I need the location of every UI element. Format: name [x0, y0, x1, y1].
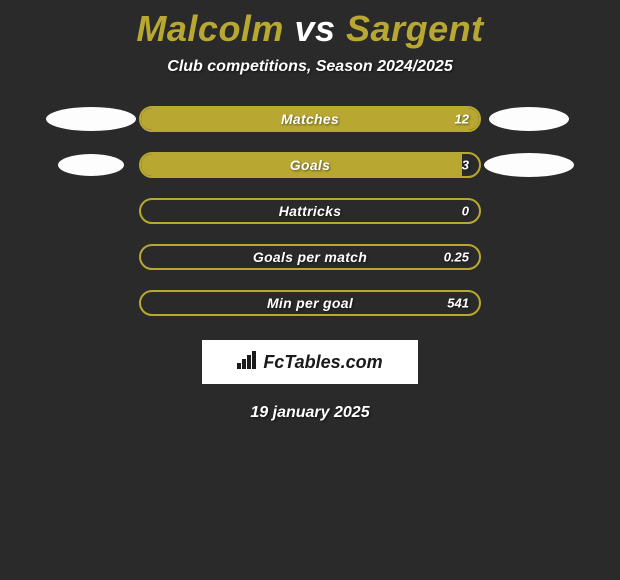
player-avatar-placeholder	[484, 153, 574, 177]
stat-bar: Min per goal 541	[139, 290, 481, 316]
player1-avatar-slot	[43, 107, 139, 131]
chart-icon	[237, 351, 259, 374]
player-avatar-placeholder	[489, 107, 569, 131]
stat-value: 3	[462, 158, 469, 173]
player-avatar-placeholder	[58, 154, 124, 176]
stat-bar: Matches 12	[139, 106, 481, 132]
stat-bar: Hattricks 0	[139, 198, 481, 224]
player1-name: Malcolm	[136, 8, 284, 49]
stat-bar: Goals per match 0.25	[139, 244, 481, 270]
logo-text: FcTables.com	[263, 352, 382, 373]
stat-value: 0	[462, 204, 469, 219]
snapshot-date: 19 january 2025	[0, 404, 620, 422]
vs-separator: vs	[294, 8, 335, 49]
player2-name: Sargent	[346, 8, 484, 49]
player-avatar-placeholder	[46, 107, 136, 131]
stat-row: Min per goal 541	[0, 290, 620, 316]
stat-label: Hattricks	[279, 203, 342, 219]
stat-value: 12	[455, 112, 469, 127]
comparison-title: Malcolm vs Sargent	[0, 0, 620, 50]
subtitle: Club competitions, Season 2024/2025	[0, 58, 620, 76]
stat-row: Hattricks 0	[0, 198, 620, 224]
stat-label: Matches	[281, 111, 339, 127]
stat-value: 0.25	[444, 250, 469, 265]
stat-row: Goals per match 0.25	[0, 244, 620, 270]
stat-row: Goals 3	[0, 152, 620, 178]
stat-label: Goals per match	[253, 249, 367, 265]
stat-value: 541	[447, 296, 469, 311]
stat-bar: Goals 3	[139, 152, 481, 178]
stats-container: Matches 12 Goals 3 Hattricks 0 Goals per match…	[0, 106, 620, 316]
player2-avatar-slot	[481, 107, 577, 131]
stat-label: Min per goal	[267, 295, 353, 311]
player1-avatar-slot	[43, 154, 139, 176]
source-logo[interactable]: FcTables.com	[202, 340, 418, 384]
player2-avatar-slot	[481, 153, 577, 177]
stat-label: Goals	[290, 157, 330, 173]
stat-row: Matches 12	[0, 106, 620, 132]
